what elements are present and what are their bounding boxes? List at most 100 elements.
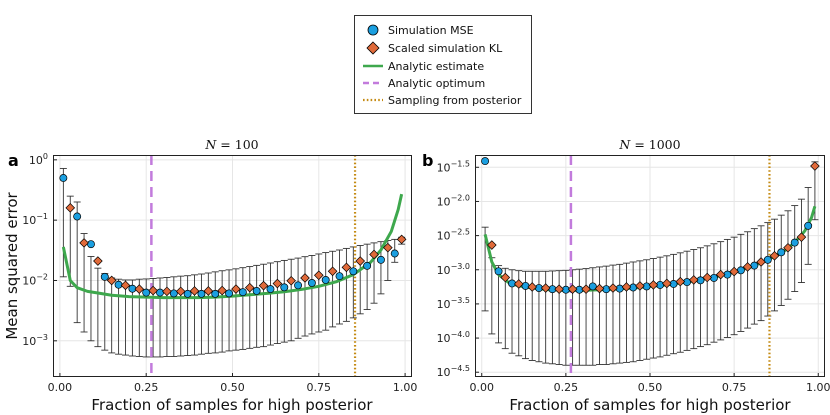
kl-point	[175, 286, 186, 297]
errorbar	[596, 266, 604, 365]
errorbar	[80, 233, 88, 333]
reference-lines-b	[569, 155, 771, 377]
errorbar	[329, 250, 337, 328]
mse-point	[225, 289, 233, 298]
errorbar	[287, 258, 295, 342]
errorbar	[609, 264, 617, 365]
kl-point	[635, 281, 645, 291]
errorbar	[301, 256, 309, 337]
errorbar	[73, 201, 81, 324]
mse-point	[376, 255, 385, 264]
errorbar	[690, 249, 698, 350]
errorbar	[602, 265, 610, 365]
kl-point	[567, 284, 578, 294]
ticks-a: 0.00 0.25 0.50 0.75 1.00 100 10−1 10−2 10−3	[22, 152, 417, 394]
errorbar	[273, 261, 281, 345]
errorbar	[622, 262, 630, 363]
kl-point	[244, 282, 255, 293]
mse-point	[307, 278, 316, 287]
tick-label-x: 0.50	[638, 381, 663, 394]
errorbar	[696, 247, 704, 348]
mse-point	[59, 174, 68, 182]
errorbar	[676, 252, 684, 353]
kl-point	[702, 272, 713, 283]
kl-point	[369, 249, 379, 260]
kl-point	[341, 262, 352, 273]
panel-title-b: N = 1000	[618, 137, 680, 152]
errorbar	[211, 271, 219, 354]
mse-point	[142, 288, 151, 297]
analytic-estimate-curve	[61, 193, 404, 300]
tick-label-y: 10−2	[22, 272, 48, 287]
errorbar	[495, 265, 503, 344]
errorbar	[115, 278, 123, 355]
errorbar	[218, 270, 226, 353]
errorbar	[656, 256, 664, 358]
panel-title-a: N = 100	[204, 137, 258, 152]
errorbar	[184, 275, 192, 356]
mse-point	[211, 289, 220, 298]
mse-point	[481, 157, 490, 166]
tick-label-x: 0.50	[220, 381, 245, 394]
errorbar	[260, 263, 268, 348]
errorbar	[757, 225, 765, 322]
kl-point	[769, 251, 780, 261]
legend-label-simulation-mse: Simulation MSE	[388, 24, 474, 37]
panel-a: a N = 100 0.00 0.25 0.50 0.75 1.00 100 10−1 10−…	[3, 137, 417, 414]
kl-point	[189, 286, 200, 296]
tick-label-y: 10−1	[22, 212, 48, 227]
kl-point	[300, 273, 310, 283]
tick-label-x: 0.25	[554, 381, 579, 394]
tick-label-y: 10−4.5	[437, 364, 470, 379]
kl-point	[715, 269, 726, 280]
tick-label-y: 10−3.0	[437, 262, 470, 277]
mse-point	[736, 266, 745, 275]
kl-point	[581, 284, 591, 294]
kl-point	[327, 266, 338, 277]
errorbar	[582, 268, 590, 366]
kl-point	[314, 270, 324, 281]
errorbar	[315, 253, 323, 333]
errorbar	[575, 268, 583, 366]
errorbar	[266, 262, 274, 346]
kl-point	[688, 275, 699, 285]
errorbar	[280, 259, 288, 343]
mse-point	[335, 272, 344, 281]
errorbar	[94, 267, 102, 348]
kl-point	[796, 232, 807, 242]
errorbar	[791, 205, 799, 292]
panel-label-a: a	[8, 151, 19, 170]
kl-point	[231, 284, 241, 294]
kl-point	[648, 280, 659, 290]
errorbar	[670, 253, 678, 355]
errorbar	[784, 210, 792, 300]
tick-label-y: 10−4.0	[437, 330, 470, 345]
kl-point	[217, 285, 227, 296]
tick-label-x: 0.00	[469, 381, 494, 394]
kl-point	[742, 262, 753, 272]
mse-point	[266, 285, 275, 294]
mse-point	[763, 255, 772, 264]
legend-box	[354, 15, 532, 114]
kl-point	[79, 238, 89, 248]
errorbar	[108, 277, 116, 354]
mse-point	[73, 212, 82, 221]
kl-point	[162, 286, 172, 297]
errorbar	[322, 252, 330, 331]
kl-point	[729, 266, 739, 277]
errorbar	[777, 214, 785, 306]
errorbar	[548, 270, 556, 365]
kl-point	[286, 275, 296, 286]
kl-point	[756, 257, 766, 267]
panel-title-a-var: N	[204, 137, 217, 152]
kl-point	[65, 203, 76, 213]
errorbar	[750, 228, 758, 325]
mse-point	[349, 267, 358, 276]
errorbar	[710, 243, 718, 343]
mse-point	[252, 287, 261, 295]
kl-point	[810, 161, 820, 171]
kl-point	[621, 282, 632, 292]
xlabel-a: Fraction of samples for high posterior	[91, 396, 373, 414]
errorbar	[636, 260, 644, 361]
